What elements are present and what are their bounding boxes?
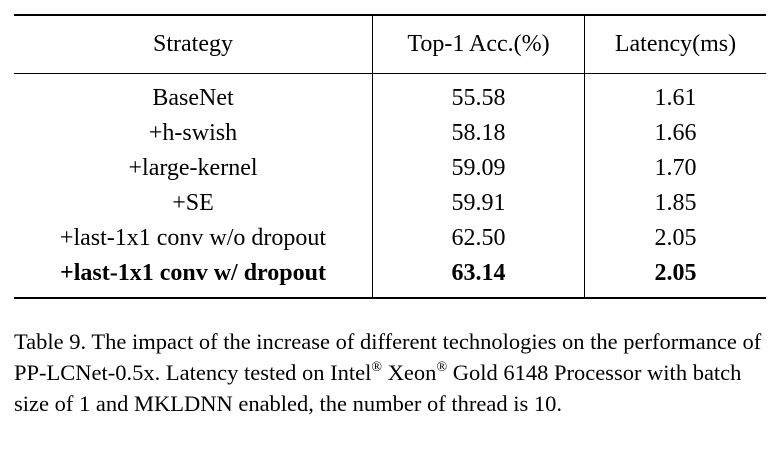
latency-cell: 1.85 [654, 190, 697, 216]
table-row: +SE 59.91 1.85 [14, 186, 766, 221]
accuracy-cell: 58.18 [372, 116, 585, 151]
caption-text: Gold 6148 Processor with batch size of 1… [14, 360, 742, 416]
latency-cell: 2.05 [654, 225, 697, 251]
registered-mark: ® [436, 360, 448, 375]
accuracy-cell: 55.58 [372, 73, 585, 116]
strategy-cell: +large-kernel [14, 151, 373, 186]
table-row: +last-1x1 conv w/o dropout 62.50 2.05 [14, 221, 766, 256]
header-latency: Latency(ms) [584, 15, 766, 74]
header-strategy: Strategy [14, 15, 373, 74]
accuracy-cell: 63.14 [372, 256, 585, 298]
latency-cell: 1.70 [654, 155, 697, 181]
table-caption: Table 9. The impact of the increase of d… [14, 326, 774, 419]
results-table: Strategy Top-1 Acc.(%) Latency(ms) BaseN… [14, 14, 766, 299]
strategy-cell: BaseNet [14, 73, 373, 116]
table-row: +h-swish 58.18 1.66 [14, 116, 766, 151]
accuracy-cell: 59.91 [372, 186, 585, 221]
accuracy-cell: 59.09 [372, 151, 585, 186]
strategy-cell: +SE [14, 186, 373, 221]
latency-cell: 2.05 [654, 260, 697, 286]
table-row: BaseNet 55.58 1.61 [14, 73, 766, 116]
table-row: +last-1x1 conv w/ dropout 63.14 2.05 [14, 256, 766, 298]
latency-cell: 1.66 [654, 120, 697, 146]
strategy-cell: +h-swish [14, 116, 373, 151]
strategy-cell: +last-1x1 conv w/o dropout [14, 221, 373, 256]
caption-text: Table 9. The impact of the increase of d… [14, 329, 762, 385]
table-row: +large-kernel 59.09 1.70 [14, 151, 766, 186]
caption-text: Xeon [382, 360, 437, 385]
strategy-cell: +last-1x1 conv w/ dropout [14, 256, 373, 298]
latency-cell: 1.61 [654, 85, 697, 111]
header-row: Strategy Top-1 Acc.(%) Latency(ms) [14, 15, 766, 74]
accuracy-cell: 62.50 [372, 221, 585, 256]
registered-mark: ® [371, 360, 383, 375]
header-accuracy: Top-1 Acc.(%) [372, 15, 585, 74]
